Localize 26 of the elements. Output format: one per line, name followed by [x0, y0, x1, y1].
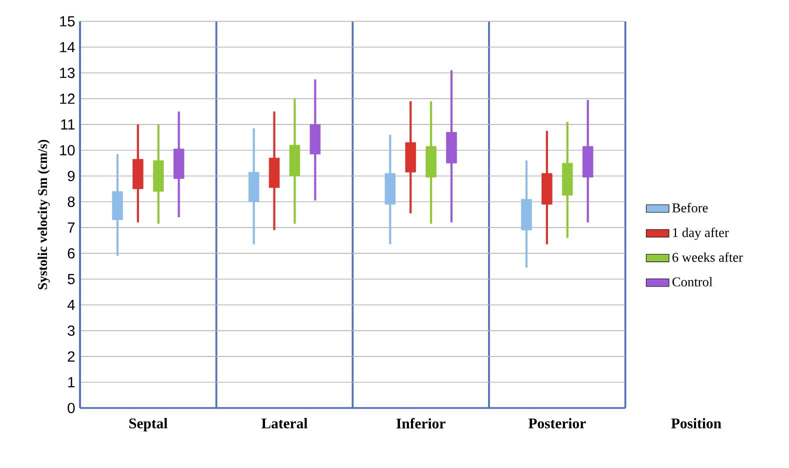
- y-tick-label: 7: [68, 222, 75, 233]
- y-tick-label: 3: [68, 325, 75, 336]
- legend-label: 1 day after: [673, 228, 729, 240]
- y-tick-label: 6: [68, 248, 75, 259]
- y-tick-label: 15: [60, 16, 75, 26]
- y-tick-label: 13: [60, 68, 75, 78]
- legend-label: Control: [672, 277, 712, 286]
- y-tick-label: 11: [61, 119, 75, 130]
- y-tick-label: 4: [67, 300, 75, 310]
- y-tick-label: 9: [68, 170, 75, 182]
- y-tick-label: 14: [60, 42, 75, 52]
- x-tick-label: Inferior: [396, 418, 446, 429]
- x-axis-title: Position: [671, 418, 722, 428]
- y-tick-label: 0: [68, 402, 75, 414]
- x-tick-label: Lateral: [262, 418, 308, 428]
- y-tick-label: 2: [68, 351, 75, 362]
- y-tick-label: 5: [68, 274, 75, 284]
- y-tick-label: 1: [68, 377, 75, 388]
- x-tick-label: Septal: [129, 418, 168, 432]
- x-tick-label: Posterior: [528, 418, 586, 428]
- legend-label: Before: [672, 202, 708, 212]
- y-tick-label: 8: [68, 196, 75, 207]
- legend-label: 6 weeks after: [672, 252, 743, 262]
- y-tick-label: 10: [60, 145, 75, 156]
- y-tick-label: 12: [60, 94, 75, 104]
- y-axis-title: Systolic velocity Sm (cm/s): [38, 140, 50, 290]
